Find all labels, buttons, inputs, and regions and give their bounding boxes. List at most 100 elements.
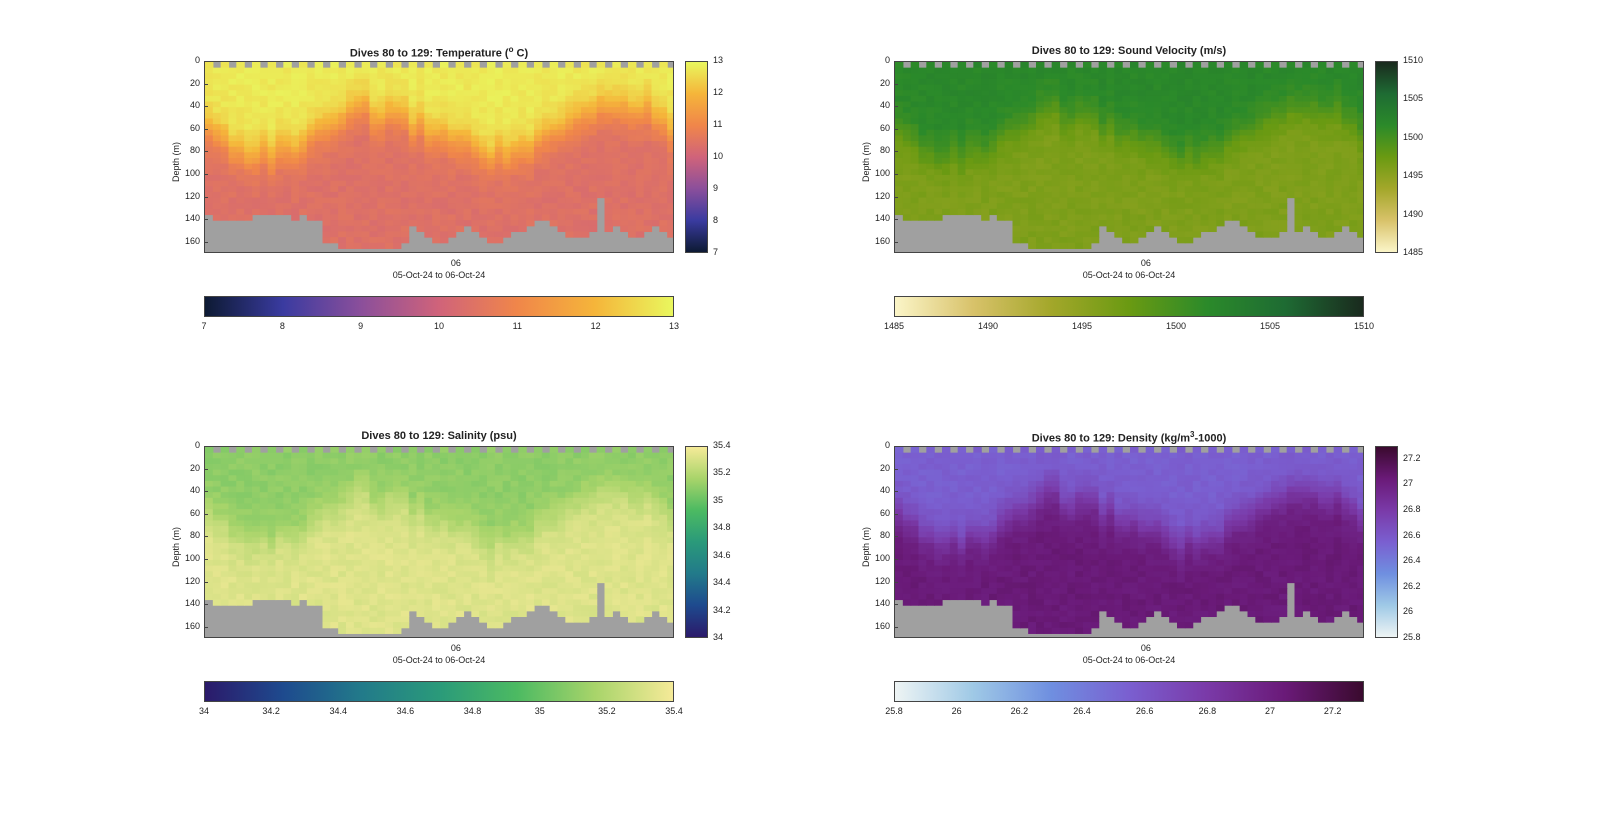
- heatmap-cell: [252, 497, 261, 505]
- heatmap-cell: [369, 129, 378, 137]
- heatmap-cell: [220, 95, 230, 103]
- heatmap-cell: [1357, 112, 1363, 120]
- heatmap-cell: [400, 124, 410, 131]
- heatmap-cell: [1161, 186, 1170, 193]
- heatmap-cell: [432, 225, 441, 233]
- heatmap-cell: [667, 84, 673, 91]
- heatmap-cell: [526, 146, 535, 153]
- heatmap-cell: [338, 514, 347, 522]
- heatmap-cell: [1333, 197, 1343, 204]
- heatmap-cell: [393, 526, 402, 533]
- heatmap-cell: [400, 543, 410, 550]
- heatmap-cell: [479, 95, 488, 103]
- heatmap-cell: [541, 531, 551, 538]
- heatmap-cell: [573, 180, 582, 187]
- heatmap-cell: [479, 480, 488, 488]
- heatmap-cell: [1208, 129, 1217, 137]
- heatmap-cell: [510, 135, 519, 142]
- heatmap-cell: [534, 480, 543, 488]
- heatmap-cell: [588, 84, 598, 91]
- heatmap-cell: [212, 152, 222, 159]
- heatmap-cell: [314, 95, 324, 103]
- heatmap-cell: [267, 509, 277, 516]
- heatmap-cell: [236, 452, 245, 459]
- heatmap-cell: [487, 469, 496, 476]
- heatmap-cell: [942, 146, 951, 153]
- heatmap-cell: [400, 475, 410, 482]
- heatmap-cell: [526, 73, 535, 80]
- heatmap-cell: [314, 537, 324, 544]
- heatmap-cell: [541, 152, 551, 159]
- heatmap-cell: [479, 452, 488, 459]
- heatmap-cell: [942, 180, 951, 187]
- heatmap-cell: [918, 67, 927, 74]
- colorbar-tick-label: 9: [358, 321, 364, 331]
- heatmap-cell: [299, 480, 308, 488]
- heatmap-cell: [635, 107, 645, 114]
- heatmap-cell: [236, 141, 245, 148]
- heatmap-cell: [385, 152, 394, 159]
- heatmap-cell: [588, 191, 598, 199]
- heatmap-cell: [494, 559, 504, 567]
- heatmap-cell: [1302, 158, 1311, 165]
- heatmap-cell: [479, 463, 488, 471]
- heatmap-cell: [220, 452, 230, 459]
- heatmap-cell: [236, 90, 245, 97]
- heatmap-cell: [1325, 180, 1335, 187]
- heatmap-cell: [1153, 158, 1162, 165]
- heatmap-cell: [1020, 124, 1029, 131]
- heatmap-cell: [534, 463, 543, 471]
- heatmap-cell: [1208, 214, 1217, 221]
- heatmap-cell: [306, 67, 316, 74]
- heatmap-cell: [565, 231, 574, 238]
- heatmap-cell: [1271, 62, 1280, 69]
- heatmap-cell: [494, 107, 504, 114]
- heatmap-cell: [549, 503, 559, 510]
- heatmap-cell: [1200, 214, 1209, 221]
- heatmap-cell: [973, 107, 982, 114]
- heatmap-cell: [338, 242, 347, 249]
- heatmap-cell: [659, 146, 668, 153]
- heatmap-cell: [471, 463, 480, 471]
- heatmap-cell: [934, 118, 943, 125]
- heatmap-cell: [1028, 220, 1037, 227]
- heatmap-cell: [620, 95, 629, 103]
- heatmap-cell: [1224, 169, 1233, 176]
- heatmap-cell: [1333, 101, 1343, 108]
- heatmap-cell: [330, 593, 339, 601]
- heatmap-cell: [1318, 67, 1327, 74]
- heatmap-cell: [205, 180, 214, 187]
- heatmap-cell: [502, 520, 512, 527]
- heatmap-cell: [1278, 90, 1288, 97]
- heatmap-cell: [1145, 174, 1155, 182]
- heatmap-cell: [353, 475, 363, 482]
- heatmap-cell: [369, 95, 378, 103]
- heatmap-cell: [1357, 118, 1363, 125]
- heatmap-cell: [487, 101, 496, 108]
- heatmap-cell: [212, 73, 222, 80]
- heatmap-cell: [416, 469, 425, 476]
- heatmap-cell: [1090, 203, 1100, 210]
- heatmap-cell: [510, 101, 519, 108]
- heatmap-cell: [416, 191, 425, 199]
- heatmap-cell: [275, 118, 284, 125]
- heatmap-cell: [447, 514, 457, 522]
- heatmap-cell: [479, 565, 488, 572]
- heatmap-cell: [1145, 90, 1155, 97]
- heatmap-cell: [416, 158, 425, 165]
- heatmap-cell: [432, 214, 441, 221]
- heatmap-cell: [1028, 180, 1037, 187]
- heatmap-cell: [526, 90, 535, 97]
- heatmap-cell: [565, 509, 574, 516]
- heatmap-cell: [463, 180, 472, 187]
- heatmap-cell: [965, 169, 974, 176]
- heatmap-cell: [581, 163, 590, 170]
- heatmap-cell: [1310, 191, 1319, 199]
- heatmap-cell: [1004, 118, 1014, 125]
- heatmap-cell: [1177, 214, 1186, 221]
- heatmap-cell: [1043, 208, 1053, 216]
- heatmap-cell: [902, 146, 912, 153]
- heatmap-cell: [1051, 112, 1061, 120]
- heatmap-cell: [1294, 208, 1303, 216]
- heatmap-cell: [1333, 191, 1343, 199]
